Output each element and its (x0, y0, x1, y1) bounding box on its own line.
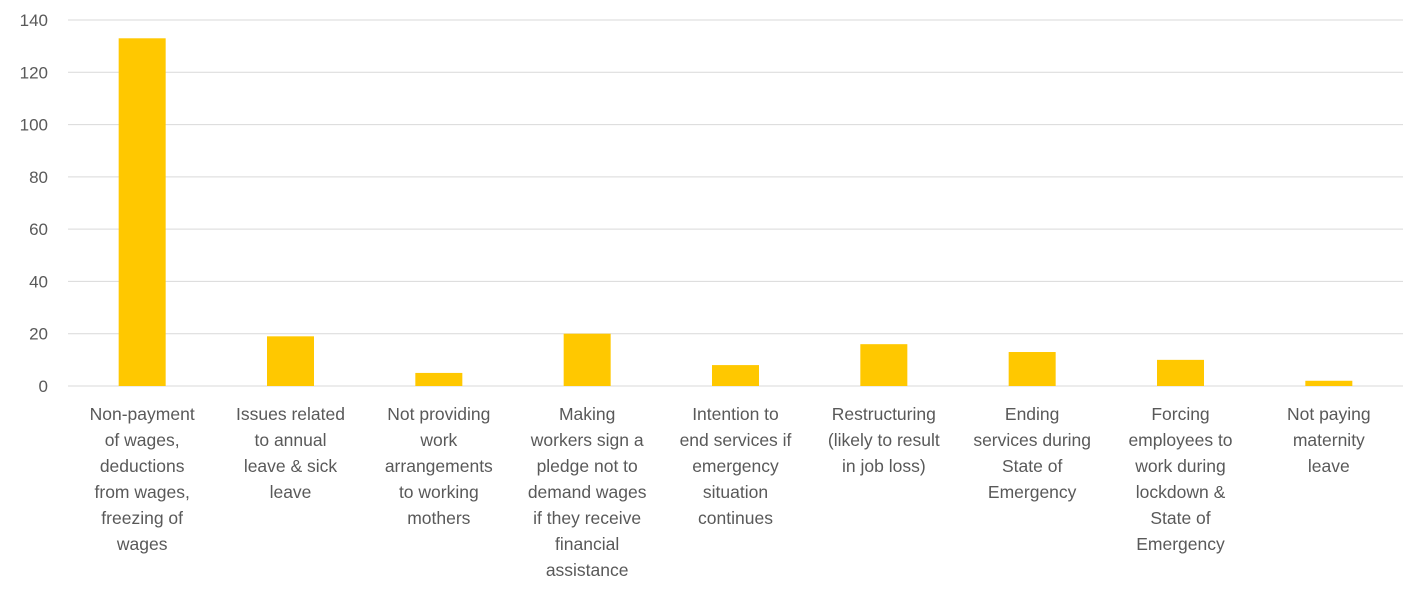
bar (118, 38, 166, 387)
x-category-label-line: (likely to result (828, 430, 940, 450)
x-category-label-line: arrangements (385, 456, 493, 476)
y-axis-tick-labels: 0 20 40 60 80 100 120 140 (20, 11, 48, 396)
y-tick-label: 80 (29, 168, 48, 187)
x-category-label-line: leave (1308, 456, 1350, 476)
x-category-label-line: work (419, 430, 457, 450)
x-category-label-line: lockdown & (1136, 482, 1226, 502)
y-tick-label: 100 (20, 116, 48, 135)
bar (860, 344, 908, 386)
x-category-label-line: situation (703, 482, 768, 502)
x-category-label: Restructuring (likely to result in job los… (828, 404, 940, 476)
x-axis-category-labels: Non-payment of wages, deductions from wages… (90, 404, 1371, 580)
x-category-label-line: wages (116, 534, 168, 554)
x-category-label-line: of wages, (105, 430, 180, 450)
x-category-label-line: financial (555, 534, 619, 554)
x-category-label-line: workers sign a (530, 430, 644, 450)
x-category-label-line: Ending (1005, 404, 1060, 424)
x-category-label-line: Not paying (1287, 404, 1371, 424)
bar (1305, 380, 1353, 386)
x-category-label: Not providing work arrangements to working m… (385, 404, 493, 528)
x-category-label-line: assistance (546, 560, 629, 580)
x-category-label: Making workers sign a pledge not to demand … (528, 404, 647, 580)
x-category-label-line: Intention to (692, 404, 779, 424)
x-category-label-line: leave (270, 482, 312, 502)
x-category-label-line: Issues related (236, 404, 345, 424)
x-category-label-line: in job loss) (842, 456, 926, 476)
x-category-label-line: Emergency (1136, 534, 1225, 554)
x-category-label: Intention to end services if emergency situ… (680, 404, 792, 528)
x-category-label-line: employees to (1128, 430, 1232, 450)
x-category-label-line: pledge not to (537, 456, 638, 476)
x-category-label-line: demand wages (528, 482, 647, 502)
x-category-label: Not paying maternity leave (1287, 404, 1371, 476)
x-category-label: Non-payment of wages, deductions from wages… (90, 404, 195, 554)
y-tick-label: 20 (29, 325, 48, 344)
x-category-label-line: freezing of (101, 508, 183, 528)
gridlines (68, 19, 1403, 387)
y-tick-label: 120 (20, 63, 48, 82)
x-category-label-line: Non-payment (90, 404, 195, 424)
x-category-label-line: Not providing (387, 404, 490, 424)
y-tick-label: 140 (20, 11, 48, 30)
x-category-label: Forcing employees to work during lockdown &… (1128, 404, 1232, 554)
x-category-label-line: Restructuring (832, 404, 936, 424)
x-category-label-line: State of (1150, 508, 1210, 528)
x-category-label-line: deductions (100, 456, 185, 476)
y-tick-label: 40 (29, 272, 48, 291)
x-category-label-line: leave & sick (244, 456, 338, 476)
bars (118, 38, 1353, 387)
x-category-label: Issues related to annual leave & sick leave (236, 404, 345, 502)
x-category-label: Ending services during State of Emergency (973, 404, 1091, 502)
x-category-label-line: end services if (680, 430, 792, 450)
x-category-label-line: State of (1002, 456, 1062, 476)
bar (415, 372, 463, 386)
x-category-label-line: if they receive (533, 508, 641, 528)
bar (712, 365, 759, 386)
bar (1157, 359, 1204, 386)
bar (563, 333, 611, 386)
y-tick-label: 0 (39, 377, 48, 396)
x-category-label-line: services during (973, 430, 1091, 450)
x-category-label-line: to annual (254, 430, 326, 450)
x-category-label-line: work during (1134, 456, 1225, 476)
x-category-label-line: from wages, (95, 482, 190, 502)
x-category-label-line: mothers (407, 508, 470, 528)
x-category-label-line: Emergency (988, 482, 1077, 502)
x-category-label-line: to working (399, 482, 479, 502)
bar (1008, 352, 1056, 386)
x-category-label-line: continues (698, 508, 773, 528)
x-category-label-line: Forcing (1151, 404, 1209, 424)
bar (267, 336, 314, 386)
y-tick-label: 60 (29, 220, 48, 239)
x-category-label-line: emergency (692, 456, 779, 476)
x-category-label-line: maternity (1293, 430, 1365, 450)
x-category-label-line: Making (559, 404, 615, 424)
